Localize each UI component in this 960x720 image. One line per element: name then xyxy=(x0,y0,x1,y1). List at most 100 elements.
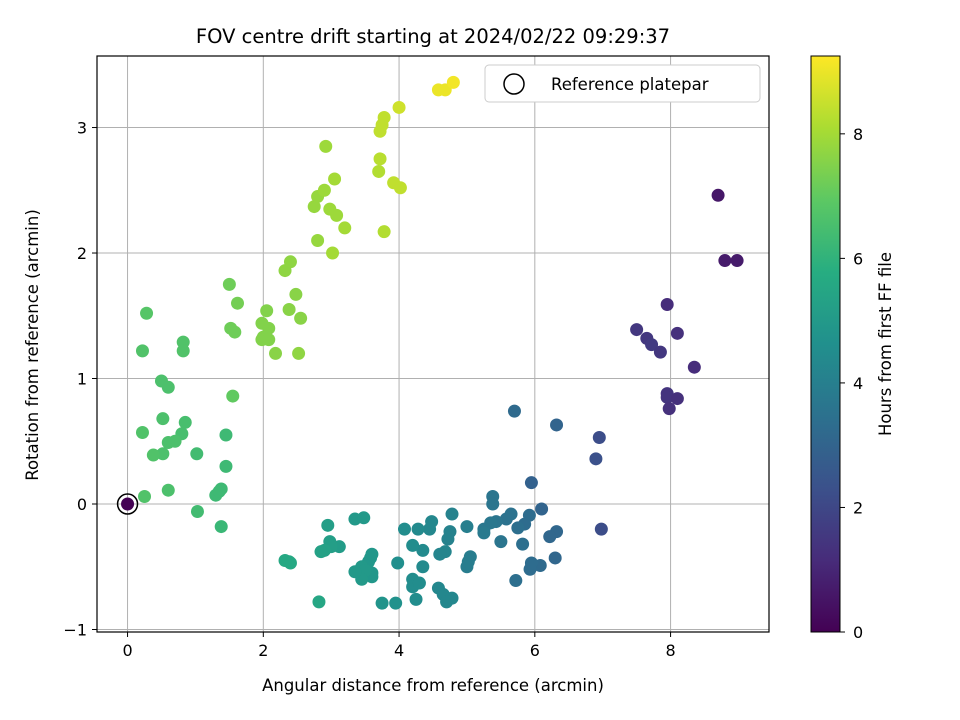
legend-entry-label: Reference platepar xyxy=(551,75,709,94)
data-point xyxy=(730,254,744,268)
y-tick-label: 2 xyxy=(77,244,87,263)
data-point xyxy=(594,522,608,536)
data-point xyxy=(314,545,328,559)
data-point xyxy=(397,522,411,536)
data-point xyxy=(190,447,204,461)
data-point xyxy=(460,520,474,534)
x-tick-label: 6 xyxy=(530,641,540,660)
data-point xyxy=(294,311,308,325)
data-point xyxy=(630,323,644,337)
data-point xyxy=(214,520,228,534)
data-point xyxy=(348,565,362,579)
y-tick-label: 3 xyxy=(77,119,87,138)
data-point xyxy=(446,75,460,89)
reference-marker xyxy=(116,493,139,515)
data-point xyxy=(156,447,170,461)
data-point xyxy=(226,389,240,403)
data-point xyxy=(307,200,321,214)
data-point xyxy=(461,555,475,569)
data-point xyxy=(231,296,245,310)
data-point xyxy=(499,512,513,526)
data-point xyxy=(660,297,674,311)
data-point xyxy=(486,497,500,511)
data-point xyxy=(311,233,325,247)
y-tick-label: 1 xyxy=(77,370,87,389)
data-point xyxy=(161,380,175,394)
data-point xyxy=(146,448,160,462)
data-point xyxy=(718,254,732,268)
data-point xyxy=(283,556,297,570)
y-axis-label: Rotation from reference (arcmin) xyxy=(23,209,42,481)
data-point xyxy=(391,556,405,570)
data-point xyxy=(338,221,352,235)
data-point xyxy=(662,402,676,416)
data-point xyxy=(660,390,674,404)
data-point xyxy=(161,436,175,450)
data-point xyxy=(228,325,242,339)
data-point xyxy=(516,537,530,551)
data-point xyxy=(317,183,331,197)
data-point xyxy=(543,530,557,544)
data-point xyxy=(393,181,407,195)
data-point xyxy=(523,562,537,576)
legend-box xyxy=(484,64,761,103)
data-point xyxy=(509,574,523,588)
data-point xyxy=(321,518,335,532)
colorbar-ticks: 0 2 4 6 8 xyxy=(840,125,863,642)
legend: Reference platepar xyxy=(484,64,761,103)
data-point xyxy=(445,507,459,521)
data-point xyxy=(312,595,326,609)
data-point xyxy=(653,345,667,359)
data-point xyxy=(282,302,296,316)
data-point xyxy=(377,110,391,124)
data-point xyxy=(445,591,459,605)
data-point xyxy=(178,415,192,429)
data-point xyxy=(156,412,170,426)
data-point xyxy=(438,83,452,97)
y-tick-label: −1 xyxy=(63,620,87,639)
data-point xyxy=(326,246,340,260)
data-point xyxy=(373,152,387,166)
x-tick-label: 4 xyxy=(394,641,404,660)
data-point xyxy=(219,428,233,442)
data-point xyxy=(535,502,549,516)
data-point xyxy=(138,489,152,503)
data-point xyxy=(494,535,508,549)
data-point xyxy=(670,392,684,406)
data-point xyxy=(289,287,303,301)
data-point xyxy=(411,522,425,536)
data-point xyxy=(176,344,190,358)
data-point xyxy=(219,459,233,473)
data-point xyxy=(135,344,149,358)
data-point xyxy=(190,505,204,519)
data-point xyxy=(412,576,426,590)
x-axis-ticks: 0 2 4 6 8 xyxy=(122,632,676,660)
data-point xyxy=(423,522,437,536)
data-point xyxy=(550,418,564,432)
data-point xyxy=(319,139,333,153)
data-point xyxy=(511,521,525,535)
colorbar xyxy=(810,55,841,633)
colorbar-tick-label: 0 xyxy=(853,623,863,642)
data-point xyxy=(592,430,606,444)
data-point xyxy=(222,277,236,291)
data-point xyxy=(389,596,403,610)
data-points xyxy=(135,75,744,610)
data-point xyxy=(416,543,430,557)
data-point xyxy=(328,172,342,186)
data-point xyxy=(409,592,423,606)
y-axis-ticks: −1 0 1 2 3 xyxy=(63,119,97,639)
data-point xyxy=(687,360,701,374)
data-point xyxy=(548,551,562,565)
colorbar-tick-label: 6 xyxy=(853,249,863,268)
data-point xyxy=(357,511,371,525)
data-point xyxy=(262,333,276,347)
y-tick-label: 0 xyxy=(77,495,87,514)
legend-marker-icon xyxy=(503,73,525,95)
colorbar-tick-label: 4 xyxy=(853,374,863,393)
data-point xyxy=(330,208,344,222)
x-tick-label: 0 xyxy=(122,641,132,660)
data-point xyxy=(507,404,521,418)
